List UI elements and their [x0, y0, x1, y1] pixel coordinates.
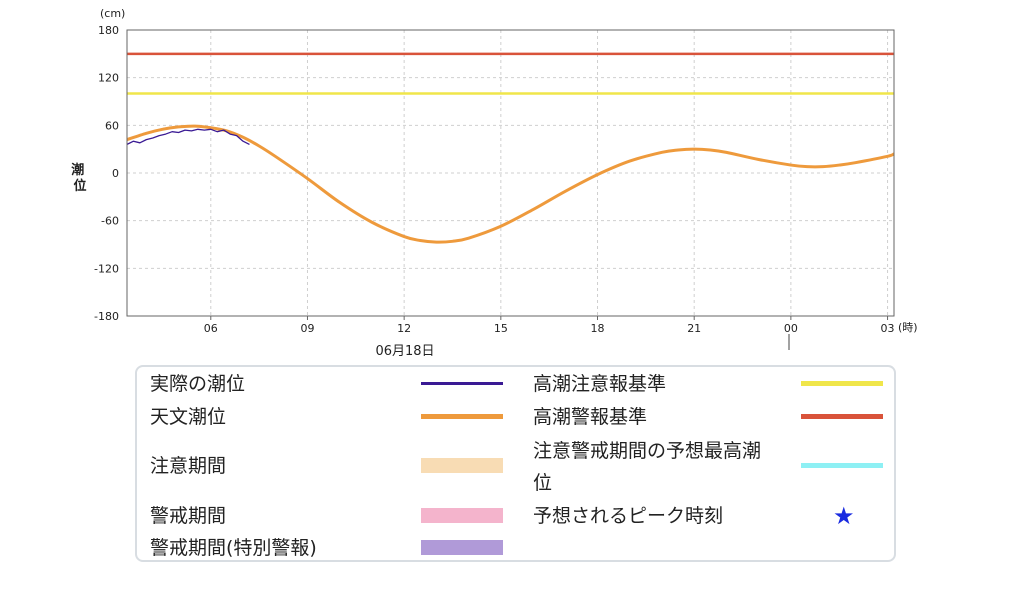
y-tick-label: 120 [98, 72, 119, 85]
y-unit-label: (cm) [100, 7, 125, 20]
y-axis-title-char-1: 潮 [71, 162, 84, 178]
legend-label-observed-tide: 実際の潮位 [150, 373, 246, 395]
legend-swatch-astronomical-tide [421, 414, 503, 419]
y-tick-labels: -180 -120 -60 0 60 120 180 [94, 24, 119, 323]
y-tick-label: 180 [98, 24, 119, 37]
legend-swatch-predicted-max-tide [801, 463, 883, 468]
legend-swatch-special-warning-period [421, 540, 503, 555]
y-axis-title: 潮 位 [71, 162, 89, 194]
x-tick-label: 06 [204, 322, 218, 335]
plot-frame [126, 29, 895, 317]
x-tick-label: 12 [397, 322, 411, 335]
legend-label-expected-peak-time: 予想されるピーク時刻 [533, 505, 724, 527]
x-tick-label: 03 [881, 322, 895, 335]
series-line-天文潮位 [126, 124, 895, 244]
series-layer [126, 52, 895, 244]
legend-label-storm-surge-warning-level: 高潮警報基準 [533, 406, 648, 428]
legend-label-predicted-max-tide-cont: 位 [533, 472, 553, 494]
y-tick-label: -120 [94, 262, 119, 275]
y-tick-label: -180 [94, 310, 119, 323]
series-line-実際の潮位 [126, 128, 250, 145]
legend-label-storm-surge-advisory-level: 高潮注意報基準 [533, 373, 667, 395]
grid-lines [127, 30, 894, 320]
x-tick-label: 00 [784, 322, 798, 335]
star-icon: ★ [833, 502, 855, 530]
x-tick-labels: 06 09 12 15 18 21 00 03 [204, 322, 895, 335]
legend-swatch-storm-surge-advisory-level [801, 381, 883, 386]
y-tick-label: 60 [105, 119, 119, 132]
legend-box: 実際の潮位 天文潮位 注意期間 警戒期間 警戒期間(特別警報) 高潮注意報基準 … [135, 365, 896, 562]
legend-label-predicted-max-tide: 注意警戒期間の予想最高潮 [533, 440, 762, 462]
tide-chart: -180 -120 -60 0 60 120 180 06 09 12 15 18 21 00 03 (c… [71, 7, 918, 359]
x-tick-label: 15 [494, 322, 508, 335]
x-tick-label: 09 [300, 322, 314, 335]
legend-swatch-warning-period [421, 508, 503, 523]
legend-label-special-warning-period: 警戒期間(特別警報) [150, 537, 317, 559]
y-tick-label: 0 [112, 167, 119, 180]
x-tick-label: 21 [687, 322, 701, 335]
x-unit-label: (時) [898, 321, 918, 334]
legend-swatch-observed-tide [421, 382, 503, 385]
y-axis-title-char-2: 位 [73, 178, 86, 194]
legend-label-caution-period: 注意期間 [150, 455, 227, 477]
y-tick-label: -60 [101, 215, 119, 228]
legend-swatch-storm-surge-warning-level [801, 414, 883, 419]
legend-label-astronomical-tide: 天文潮位 [150, 406, 227, 428]
legend-label-warning-period: 警戒期間 [150, 505, 227, 527]
legend-swatch-caution-period [421, 458, 503, 473]
x-tick-label: 18 [591, 322, 605, 335]
date-label: 06月18日 [375, 344, 434, 359]
